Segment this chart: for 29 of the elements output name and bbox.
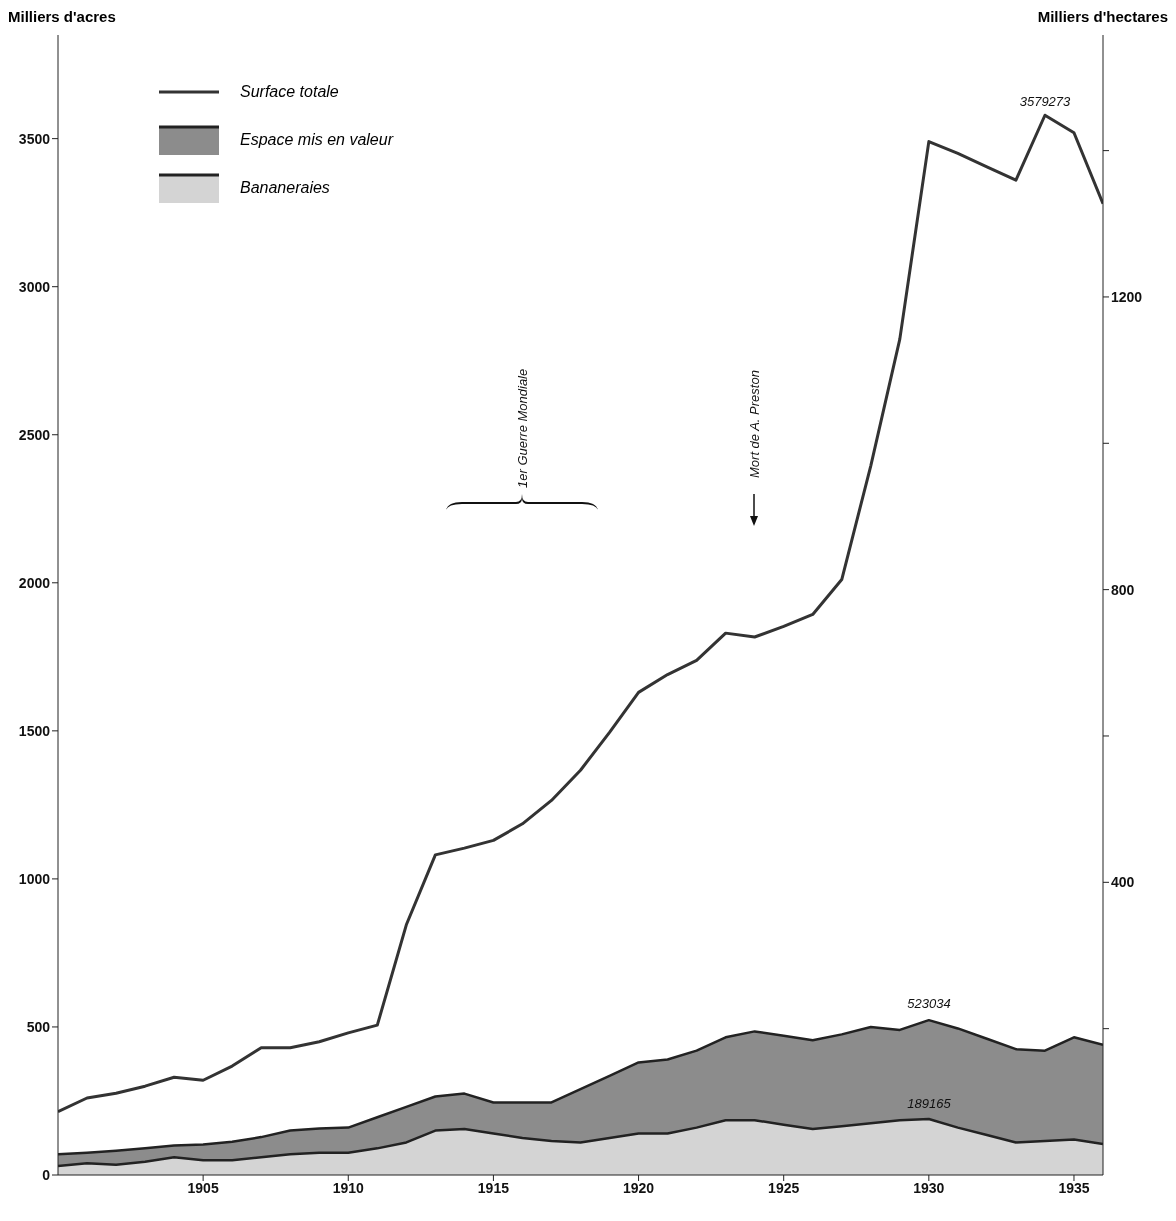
y-tick-label: 3000 <box>18 278 51 295</box>
annotation: 1er Guerre Mondiale <box>515 368 530 488</box>
y-tick-label: 500 <box>26 1018 51 1035</box>
y-tick-label: 1500 <box>18 722 51 739</box>
annotation: 3579273 <box>1018 94 1072 109</box>
y-tick-label: 0 <box>42 1166 51 1183</box>
x-tick-label: 1920 <box>622 1179 655 1196</box>
annotation: 189165 <box>906 1096 952 1111</box>
x-tick-label: 1915 <box>477 1179 510 1196</box>
y2-tick-label: 800 <box>1111 581 1135 598</box>
legend-label: Surface totale <box>240 83 339 101</box>
annotation: Mort de A. Preston <box>747 370 762 478</box>
y-tick-label: 3500 <box>18 130 51 147</box>
y-tick-label: 1000 <box>18 870 51 887</box>
x-tick-label: 1910 <box>332 1179 365 1196</box>
y2-tick-label: 400 <box>1111 874 1135 891</box>
y2-tick-label: 1200 <box>1111 288 1143 305</box>
x-tick-label: 1930 <box>913 1179 945 1196</box>
y-axis-title: Milliers d'acres <box>8 8 116 25</box>
y-tick-label: 2000 <box>18 574 51 591</box>
line-series <box>58 113 1103 1114</box>
legend-label: Espace mis en valeur <box>240 131 393 149</box>
y-tick-label: 2500 <box>18 426 51 443</box>
x-tick-label: 1905 <box>187 1179 219 1196</box>
annotation: 523034 <box>906 996 952 1011</box>
x-tick-label: 1935 <box>1058 1179 1090 1196</box>
x-tick-label: 1925 <box>768 1179 800 1196</box>
legend-label: Bananeraies <box>240 179 330 197</box>
y2-axis-title: Milliers d'hectares <box>1037 8 1168 25</box>
